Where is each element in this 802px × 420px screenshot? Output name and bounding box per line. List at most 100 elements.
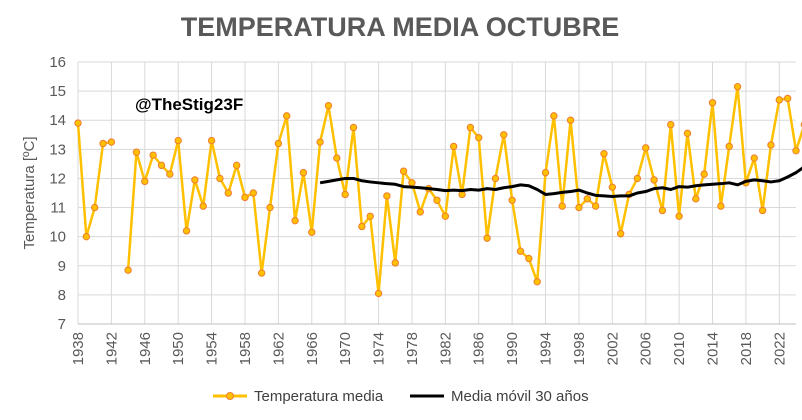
data-point-temperatura-media — [107, 138, 116, 146]
y-tick-label: 7 — [58, 316, 66, 333]
data-point-temperatura-media — [416, 208, 424, 216]
data-point-temperatura-media — [633, 174, 642, 183]
data-point-temperatura-media — [783, 94, 792, 103]
data-point-temperatura-media — [99, 139, 107, 148]
x-tick-label: 1962 — [270, 332, 287, 365]
data-point-temperatura-media — [207, 136, 216, 145]
data-point-temperatura-media — [324, 101, 333, 110]
data-point-temperatura-media — [433, 196, 441, 204]
x-tick-label: 1974 — [371, 332, 388, 365]
data-point-temperatura-media — [182, 227, 191, 235]
y-tick-label: 10 — [49, 229, 66, 246]
data-point-temperatura-media — [199, 202, 207, 210]
chart-title: TEMPERATURA MEDIA OCTUBRE — [181, 12, 620, 42]
data-point-temperatura-media — [308, 228, 316, 237]
data-point-temperatura-media — [383, 192, 391, 200]
data-point-temperatura-media — [575, 203, 583, 212]
series-layer — [74, 83, 802, 298]
x-tick-label: 2014 — [705, 332, 722, 365]
x-tick-label: 1938 — [70, 332, 87, 365]
data-point-temperatura-media — [91, 203, 99, 212]
data-point-temperatura-media — [157, 161, 166, 170]
x-tick-label: 1950 — [170, 332, 187, 365]
y-tick-label: 14 — [49, 112, 66, 129]
data-point-temperatura-media — [191, 176, 199, 184]
data-point-temperatura-media — [508, 196, 516, 204]
data-point-temperatura-media — [750, 154, 758, 162]
data-point-temperatura-media — [82, 232, 91, 241]
legend: Temperatura media Media móvil 30 años — [213, 388, 589, 405]
data-point-temperatura-media — [141, 177, 149, 186]
data-point-temperatura-media — [132, 148, 141, 156]
x-tick-label: 1990 — [504, 332, 521, 365]
data-point-temperatura-media — [700, 170, 708, 178]
data-point-temperatura-media — [642, 144, 650, 152]
data-point-temperatura-media — [650, 176, 658, 184]
data-point-temperatura-media — [675, 212, 683, 220]
x-tick-label: 1958 — [237, 332, 254, 365]
data-point-temperatura-media — [591, 202, 600, 210]
data-point-temperatura-media — [558, 202, 566, 210]
data-point-temperatura-media — [767, 141, 775, 149]
data-point-temperatura-media — [441, 212, 450, 220]
x-axis-ticks: 1938 1942 1946 1950 1954 1958 1962 1966 1970 1974… — [70, 332, 788, 365]
x-tick-label: 2018 — [738, 332, 755, 365]
legend-marker-temperatura-media — [226, 392, 234, 400]
data-point-temperatura-media — [399, 167, 408, 175]
data-point-temperatura-media — [408, 179, 416, 187]
x-tick-label: 1954 — [204, 332, 221, 365]
data-point-temperatura-media — [291, 216, 299, 225]
data-point-temperatura-media — [124, 266, 132, 274]
data-point-temperatura-media — [74, 119, 82, 127]
data-point-temperatura-media — [616, 230, 625, 238]
data-point-temperatura-media — [758, 206, 767, 215]
data-point-temperatura-media — [775, 96, 783, 104]
data-point-temperatura-media — [224, 189, 232, 197]
data-point-temperatura-media — [483, 234, 491, 242]
data-point-temperatura-media — [525, 254, 533, 263]
y-tick-label: 12 — [49, 170, 66, 187]
data-point-temperatura-media — [658, 206, 667, 215]
x-tick-label: 2022 — [771, 332, 788, 365]
data-point-temperatura-media — [232, 161, 241, 170]
data-point-temperatura-media — [550, 112, 558, 120]
data-point-temperatura-media — [241, 193, 249, 202]
data-point-temperatura-media — [366, 212, 374, 220]
data-point-temperatura-media — [600, 150, 608, 158]
x-tick-label: 1994 — [538, 332, 555, 365]
x-tick-label: 1982 — [437, 332, 454, 365]
author-annotation: @TheStig23F — [135, 95, 243, 114]
data-point-temperatura-media — [458, 190, 466, 199]
x-tick-label: 1978 — [404, 332, 421, 365]
data-point-temperatura-media — [566, 116, 575, 124]
data-point-temperatura-media — [249, 189, 258, 197]
data-point-temperatura-media — [333, 154, 341, 162]
data-point-temperatura-media — [216, 174, 224, 183]
y-tick-label: 13 — [49, 141, 66, 158]
x-tick-label: 1986 — [471, 332, 488, 365]
data-point-temperatura-media — [725, 142, 733, 151]
data-point-temperatura-media — [466, 123, 475, 132]
data-point-temperatura-media — [283, 112, 291, 120]
y-tick-label: 15 — [49, 83, 66, 100]
y-axis-title: Temperatura [ºC] — [21, 136, 38, 249]
series-line-media-movil — [319, 166, 802, 198]
data-point-temperatura-media — [299, 168, 308, 177]
data-point-temperatura-media — [374, 289, 383, 298]
legend-label-media-movil: Media móvil 30 años — [451, 388, 589, 405]
x-tick-label: 2010 — [671, 332, 688, 365]
legend-label-temperatura-media: Temperatura media — [254, 388, 384, 405]
data-point-temperatura-media — [792, 147, 800, 155]
x-tick-label: 2002 — [604, 332, 621, 365]
data-point-temperatura-media — [683, 129, 692, 138]
y-tick-label: 8 — [58, 287, 66, 304]
y-tick-label: 11 — [50, 200, 66, 217]
legend-item-media-movil: Media móvil 30 años — [410, 388, 589, 405]
data-point-temperatura-media — [541, 168, 550, 177]
data-point-temperatura-media — [174, 136, 182, 145]
data-point-temperatura-media — [266, 203, 274, 212]
data-point-temperatura-media — [667, 120, 675, 129]
y-axis-ticks: 7 8 9 10 11 12 13 14 15 16 — [49, 54, 66, 333]
